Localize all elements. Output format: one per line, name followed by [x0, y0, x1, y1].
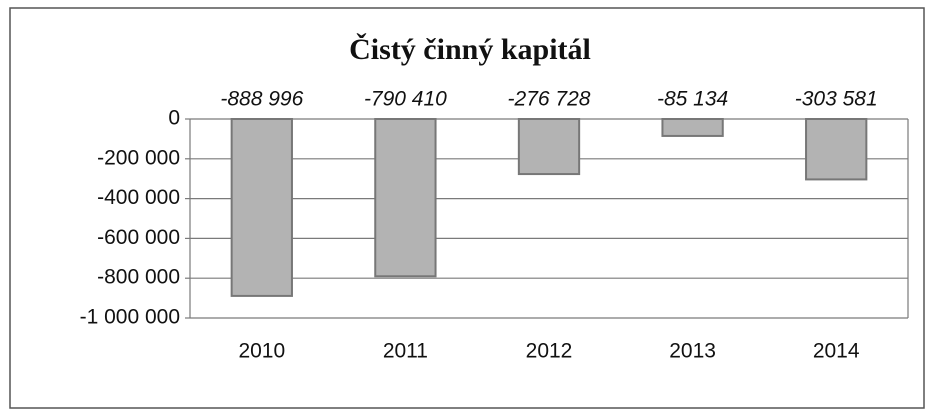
data-label: -303 581 — [795, 88, 878, 111]
y-tick-label: -400 000 — [97, 186, 180, 209]
bar — [805, 118, 868, 181]
x-tick-label: 2011 — [383, 340, 428, 363]
y-tick-label: -800 000 — [97, 266, 180, 289]
y-tick-label: -200 000 — [97, 146, 180, 169]
data-label: -790 410 — [364, 88, 447, 111]
chart-title: Čistý činný kapitál — [349, 33, 591, 66]
x-tick-label: 2012 — [526, 340, 573, 363]
bar — [230, 118, 293, 297]
y-tick-label: 0 — [168, 107, 180, 130]
data-label: -888 996 — [220, 88, 303, 111]
x-tick-label: 2014 — [813, 340, 860, 363]
bar — [517, 118, 581, 176]
y-tick-label: -1 000 000 — [80, 306, 180, 329]
x-tick-label: 2010 — [238, 340, 285, 363]
data-label: -276 728 — [508, 88, 591, 111]
bar — [374, 118, 437, 278]
chart-frame — [9, 7, 925, 409]
y-tick-label: -600 000 — [97, 226, 180, 249]
x-tick-label: 2013 — [669, 340, 716, 363]
bar — [661, 118, 724, 137]
data-label: -85 134 — [657, 88, 728, 111]
